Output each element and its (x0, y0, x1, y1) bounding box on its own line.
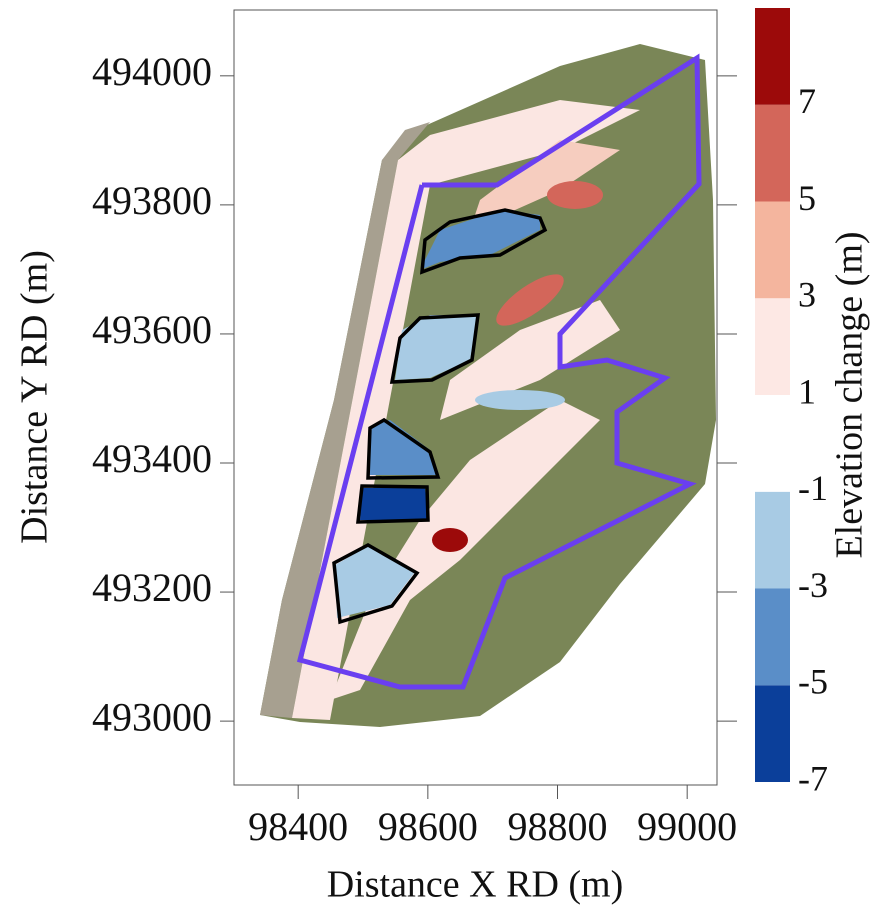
plot-frame (233, 9, 718, 786)
colorbar-tick-label: -7 (798, 758, 828, 798)
colorbar-tick-label: -3 (798, 565, 828, 605)
colorbar-label: Elevation change (m) (829, 231, 871, 558)
x-tick-label: 98800 (508, 804, 608, 849)
map-imagery (260, 44, 716, 727)
colorbar-bin (755, 298, 790, 395)
colorbar-tick-label: 7 (798, 81, 816, 121)
y-tick-label: 493600 (92, 307, 212, 352)
colorbar-tick-label: 1 (798, 371, 816, 411)
colorbar-bin (755, 491, 790, 589)
x-tick-label: 98400 (248, 804, 348, 849)
colorbar-bin (755, 395, 790, 492)
colorbar-tick-label: -1 (798, 468, 828, 508)
x-axis-label: Distance X RD (m) (327, 864, 624, 906)
y-tick-label: 493800 (92, 178, 212, 223)
colorbar-tick-label: 3 (798, 275, 816, 315)
colorbar-tick-label: -5 (798, 662, 828, 702)
colorbar-bin (755, 8, 790, 105)
colorbar-tick-label: 5 (798, 178, 816, 218)
x-tick-label: 98600 (378, 804, 478, 849)
y-tick-label: 493200 (92, 565, 212, 610)
y-tick-label: 494000 (92, 49, 212, 94)
x-tick-label: 99000 (637, 804, 737, 849)
y-axis-label: Distance Y RD (m) (14, 250, 56, 544)
colorbar-bin (755, 104, 790, 202)
y-tick-label: 493000 (92, 694, 212, 739)
colorbar-bin (755, 685, 790, 782)
colorbar-bin (755, 201, 790, 299)
colorbar-bin (755, 588, 790, 686)
y-tick-label: 493400 (92, 436, 212, 481)
